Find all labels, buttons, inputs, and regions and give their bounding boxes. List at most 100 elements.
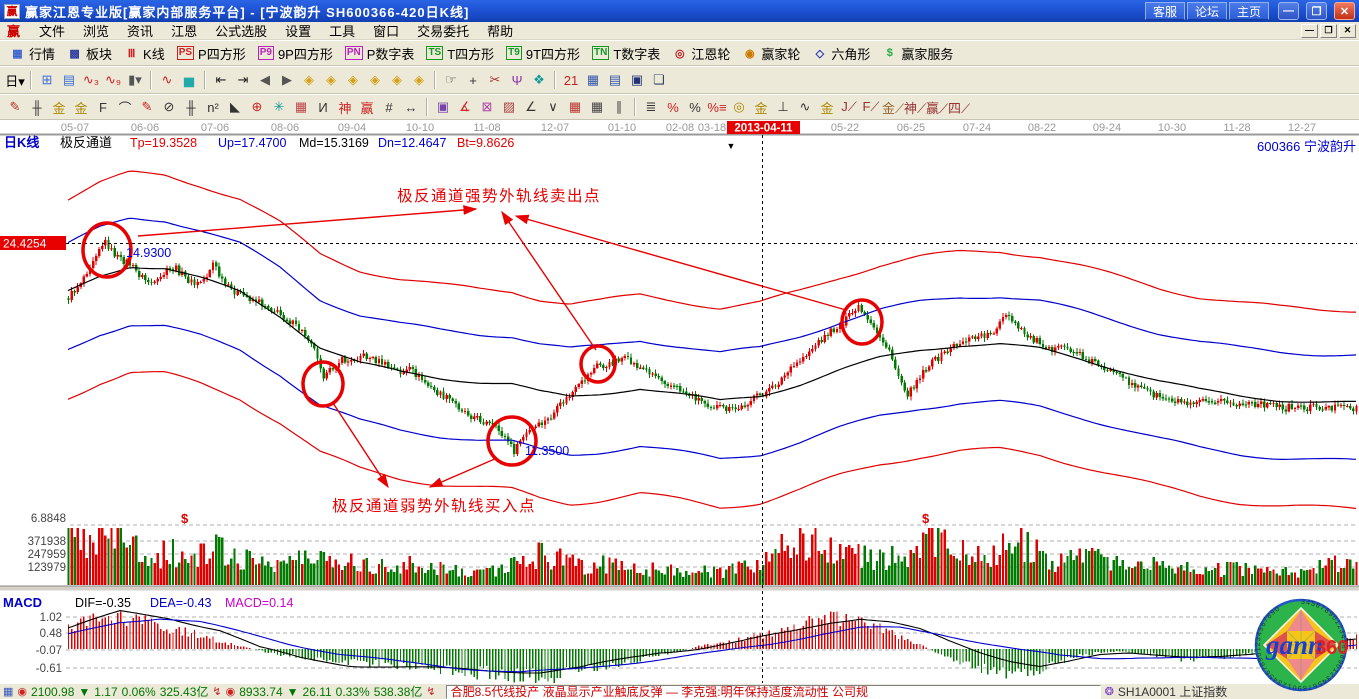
menu-浏览[interactable]: 浏览 [83, 24, 110, 39]
grid-box-icon[interactable]: ▦ [294, 99, 308, 114]
wave-tool-icon[interactable]: ∿ [799, 99, 811, 114]
hatch-box-icon[interactable]: ▨ [502, 99, 516, 114]
toolbar-button-9T四方形[interactable]: T9 9T四方形 [506, 46, 581, 62]
menu-设置[interactable]: 设置 [285, 24, 312, 39]
diamond-tool-2[interactable]: ◈ [326, 72, 336, 87]
candle-style-dropdown[interactable]: ▮▾ [128, 72, 142, 87]
kline-chart[interactable]: 05-07 06-06 07-06 08-06 09-04 10-10 11-08 12-07… [0, 120, 1359, 683]
toolbar-button-行情[interactable]: ▦ 行情 [4, 42, 61, 65]
tile-windows-icon[interactable]: ⊞ [41, 72, 53, 87]
wave-3-icon[interactable]: ∿₃ [82, 72, 100, 87]
dark-grid-icon[interactable]: ▦ [590, 99, 604, 114]
flag-tool-icon[interactable]: ⊥ [777, 99, 789, 114]
gold-angle-icon[interactable]: 金⟋ [881, 100, 905, 116]
square-n2-icon[interactable]: n² [207, 99, 219, 115]
quick-button-2[interactable]: 论坛 [1186, 2, 1227, 20]
toolbar-button-P数字表[interactable]: PN P数字表 [344, 46, 415, 62]
draw-pen-icon[interactable]: ✎ [9, 99, 21, 114]
current-index-label[interactable]: SH1A0001 上证指数 [1117, 685, 1228, 699]
menu-文件[interactable]: 文件 [39, 24, 66, 39]
toolbar-button-9P四方形[interactable]: P9 9P四方形 [257, 46, 333, 62]
calculator-icon[interactable]: ▦ [586, 72, 600, 87]
color-bars-icon[interactable]: ▅ [184, 72, 194, 87]
percent-icon[interactable]: % [689, 99, 701, 115]
maximize-button[interactable]: ❐ [1306, 2, 1327, 20]
percent-levels-icon[interactable]: %≡ [707, 99, 727, 115]
si-angle-icon[interactable]: 四⟋ [947, 100, 971, 116]
report-icon[interactable]: ▤ [62, 72, 76, 87]
calendar-icon[interactable]: 21 [563, 72, 579, 88]
toolbar-button-赢家轮[interactable]: ◉ 赢家轮 [736, 42, 806, 65]
box-grid-icon[interactable]: ⊠ [481, 99, 493, 114]
star-grid-icon[interactable]: ✳ [273, 99, 285, 114]
menu-资讯[interactable]: 资讯 [127, 24, 154, 39]
print-icon[interactable]: ❏ [653, 72, 665, 87]
toolbar-button-六角形[interactable]: ◇ 六角形 [806, 42, 876, 65]
menu-工具[interactable]: 工具 [329, 24, 356, 39]
gold-levels-icon[interactable]: 金 [754, 100, 768, 116]
toolbar-button-板块[interactable]: ▩ 板块 [61, 42, 118, 65]
diamond-tool-5[interactable]: ◈ [392, 72, 402, 87]
parallel-lines-icon[interactable]: ∥ [615, 99, 623, 114]
toolbar-button-T四方形[interactable]: TS T四方形 [426, 46, 495, 62]
j-angle-icon[interactable]: J⟋ [841, 99, 857, 114]
toolbar-button-K线[interactable]: Ⅲ K线 [118, 42, 171, 65]
f-angle-icon[interactable]: F⟋ [862, 99, 880, 114]
trend-wave-icon[interactable]: ∿ [161, 72, 173, 87]
cut-icon[interactable]: ✂ [489, 72, 501, 87]
levels-icon[interactable]: ≣ [645, 99, 657, 114]
ruler-grid-icon[interactable]: # [385, 99, 393, 115]
notes-icon[interactable]: ▤ [608, 72, 622, 87]
menu-帮助[interactable]: 帮助 [487, 24, 514, 39]
gold-grid-2-icon[interactable]: 金 [74, 100, 88, 116]
hand-icon[interactable]: ☞ [445, 72, 457, 87]
menu-公式选股[interactable]: 公式选股 [215, 24, 268, 39]
target-tool-icon[interactable]: ⊕ [251, 99, 263, 114]
gann-grid-icon[interactable]: ╫ [32, 99, 42, 115]
grid-lines-icon[interactable]: ╫ [186, 99, 196, 115]
period-day-dropdown[interactable]: 日▾ [5, 73, 25, 89]
fork-tool-icon[interactable]: Ψ [511, 72, 523, 88]
news-ticker[interactable]: 合肥8.5代线投产 液晶显示产业触底反弹 — 李克强:明年保持适度流动性 公司规 [445, 684, 1101, 699]
pen-red-icon[interactable]: ✎ [141, 99, 153, 114]
gold-box-icon[interactable]: 金 [820, 100, 834, 116]
ying-grid-icon[interactable]: 赢 [360, 100, 374, 116]
ying-angle-icon[interactable]: 赢⟋ [925, 100, 949, 116]
angle-lines-icon[interactable]: ∠ [525, 99, 537, 114]
diamond-tool-1[interactable]: ◈ [304, 72, 314, 87]
red-grid-icon[interactable]: ▦ [568, 99, 582, 114]
diamond-tool-6[interactable]: ◈ [414, 72, 424, 87]
minimize-button[interactable]: — [1278, 2, 1299, 20]
wave-9-icon[interactable]: ∿₉ [104, 72, 122, 87]
child-restore-button[interactable]: ❐ [1320, 23, 1337, 38]
box-select-icon[interactable]: ▣ [436, 99, 450, 114]
quick-button-1[interactable]: 客服 [1144, 2, 1185, 20]
shen-grid-icon[interactable]: 神 [338, 100, 352, 116]
last-page-icon[interactable]: ⇥ [237, 72, 249, 87]
angle-tool-icon[interactable]: ◣ [230, 99, 240, 114]
vee-lines-icon[interactable]: ∨ [548, 99, 558, 114]
menu-窗口[interactable]: 窗口 [373, 24, 400, 39]
pattern-icon[interactable]: ❖ [533, 72, 545, 87]
toolbar-button-赢家服务[interactable]: $ 赢家服务 [876, 42, 959, 65]
quick-button-3[interactable]: 主页 [1228, 2, 1269, 20]
width-measure-icon[interactable]: ↔ [404, 99, 418, 115]
toolbar-button-T数字表[interactable]: TN T数字表 [592, 46, 661, 62]
fib-grid-icon[interactable]: F [99, 99, 107, 115]
gann-fan-icon[interactable]: ∡ [459, 99, 471, 114]
child-close-button[interactable]: ✕ [1339, 23, 1356, 38]
toolbar-button-P四方形[interactable]: PS P四方形 [176, 46, 246, 62]
menu-交易委托[interactable]: 交易委托 [417, 24, 470, 39]
crosshair-icon[interactable]: + [469, 72, 477, 88]
diamond-tool-3[interactable]: ◈ [348, 72, 358, 87]
circle-cross-icon[interactable]: ⊘ [163, 99, 175, 114]
diamond-tool-4[interactable]: ◈ [370, 72, 380, 87]
next-bar-icon[interactable]: ▶ [282, 72, 292, 87]
first-page-icon[interactable]: ⇤ [215, 72, 227, 87]
arc-tool-icon[interactable]: ⌒ [118, 100, 132, 116]
n-wave-icon[interactable]: И [318, 99, 328, 115]
gold-circle-icon[interactable]: ◎ [733, 99, 745, 114]
toolbar-button-江恩轮[interactable]: ◎ 江恩轮 [666, 42, 736, 65]
child-minimize-button[interactable]: — [1301, 23, 1318, 38]
close-button[interactable]: ✕ [1334, 2, 1355, 20]
